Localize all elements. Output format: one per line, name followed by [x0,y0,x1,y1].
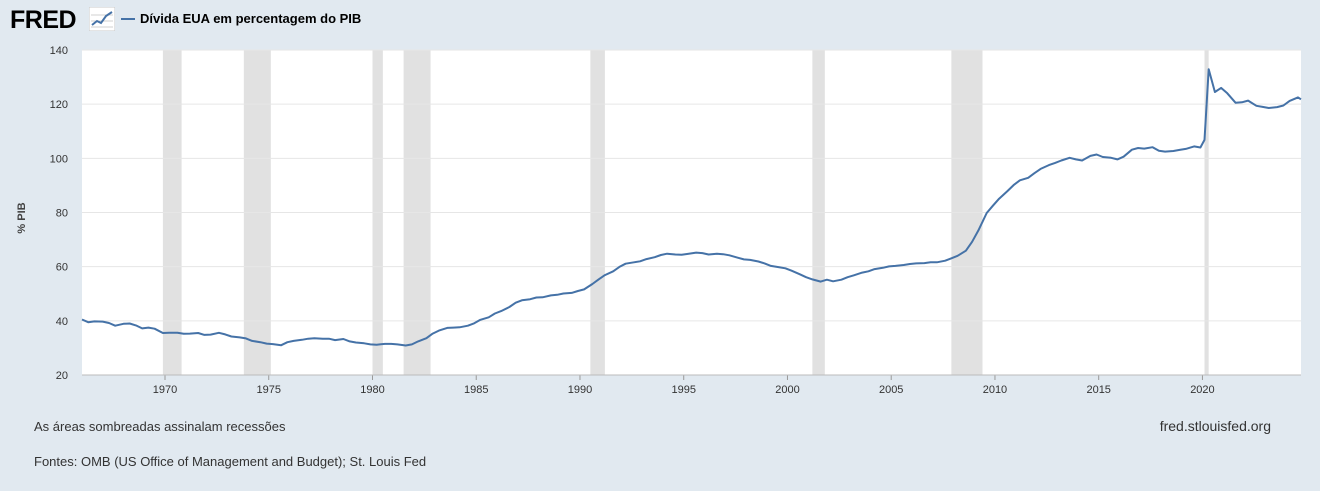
line-chart-icon [89,7,115,31]
x-tick-label: 1970 [153,384,177,396]
fred-logo[interactable]: FRED [10,6,77,34]
chart-legend[interactable]: Dívida EUA em percentagem do PIB [121,11,361,26]
x-tick-label: 2000 [775,384,799,396]
legend-swatch [121,17,135,20]
x-tick-label: 2020 [1190,384,1214,396]
y-tick-label: 120 [50,99,68,111]
series-line [81,68,1302,347]
x-tick-label: 1995 [671,384,695,396]
x-tick-marks [164,375,1203,380]
legend-label: Dívida EUA em percentagem do PIB [140,11,362,26]
x-tick-label: 2010 [983,384,1007,396]
chart-header: FRED Dívida EUA em percentagem do PIB [0,0,1320,40]
y-tick-labels: 20 40 60 80 100 120 140 [50,45,68,382]
y-tick-label: 140 [50,45,68,57]
site-link[interactable]: fred.stlouisfed.org [1159,418,1271,434]
x-tick-label: 1990 [568,384,592,396]
y-tick-label: 20 [56,370,68,382]
y-tick-label: 80 [56,208,68,220]
x-tick-label: 2015 [1086,384,1110,396]
x-tick-label: 2005 [879,384,903,396]
x-tick-label: 1985 [464,384,488,396]
x-tick-label: 1980 [360,384,384,396]
x-tick-labels: 1970 1975 1980 1985 1990 1995 2000 2005 2010 2015… [153,384,1215,396]
y-tick-label: 100 [50,153,68,165]
y-tick-label: 60 [56,262,68,274]
gridlines [82,49,1301,322]
y-tick-label: 40 [56,316,68,328]
recession-note: As áreas sombreadas assinalam recessões [34,419,286,434]
sources-note: Fontes: OMB (US Office of Management and… [34,454,427,469]
x-tick-label: 1975 [256,384,280,396]
y-axis-title: % PIB [16,202,28,233]
